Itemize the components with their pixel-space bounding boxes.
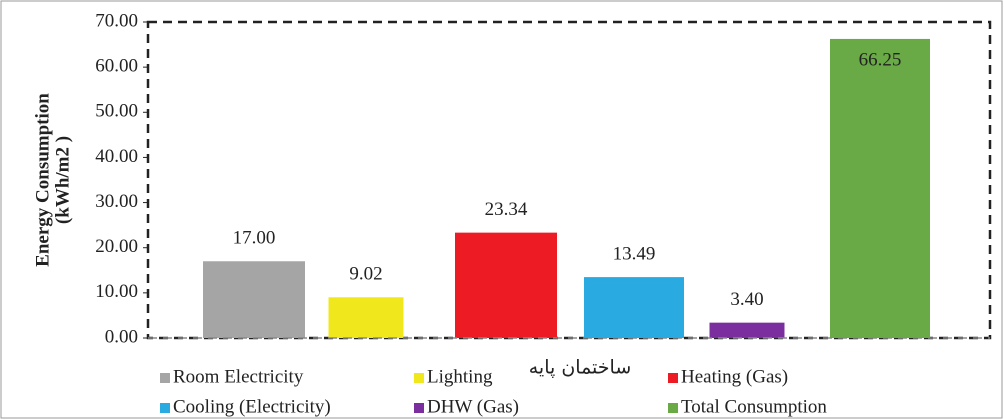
legend-label: Lighting — [427, 366, 493, 387]
legend-label: Heating (Gas) — [681, 366, 788, 387]
data-label: 3.40 — [730, 289, 763, 310]
y-axis-title: Energy Consumption (kWh/m2 ) — [32, 93, 73, 267]
y-tick-label: 30.00 — [95, 191, 138, 212]
y-tick-label: 10.00 — [95, 281, 138, 302]
legend-label: DHW (Gas) — [427, 396, 519, 417]
legend-swatch — [160, 373, 170, 383]
legend-label: Cooling (Electricity) — [173, 396, 331, 417]
data-label: 66.25 — [859, 49, 902, 70]
data-label: 17.00 — [233, 228, 276, 249]
legend-swatch — [414, 403, 424, 413]
legend-swatch — [160, 403, 170, 413]
legend-swatch — [668, 373, 678, 383]
y-tick-label: 70.00 — [95, 10, 138, 31]
y-tick-label: 20.00 — [95, 236, 138, 257]
bar — [328, 297, 404, 338]
bar — [830, 38, 930, 339]
legend-swatch — [668, 403, 678, 413]
y-tick-label: 50.00 — [95, 101, 138, 122]
data-label: 23.34 — [485, 199, 528, 220]
y-axis-title-line: (kWh/m2 ) — [52, 136, 73, 224]
bar — [709, 322, 785, 338]
legend-swatch — [414, 373, 424, 383]
data-label: 9.02 — [349, 264, 382, 285]
y-tick-label: 60.00 — [95, 56, 138, 77]
data-label: 13.49 — [613, 243, 656, 264]
y-tick-label: 40.00 — [95, 146, 138, 167]
bar — [455, 232, 557, 338]
bar — [203, 261, 305, 338]
y-tick-label: 0.00 — [105, 326, 138, 347]
category-label: ساختمان پایه — [529, 357, 632, 379]
legend-label: Room Electricity — [173, 366, 304, 387]
y-axis-title-line: Energy Consumption — [32, 93, 53, 267]
legend-label: Total Consumption — [681, 396, 827, 417]
bar — [584, 277, 684, 338]
